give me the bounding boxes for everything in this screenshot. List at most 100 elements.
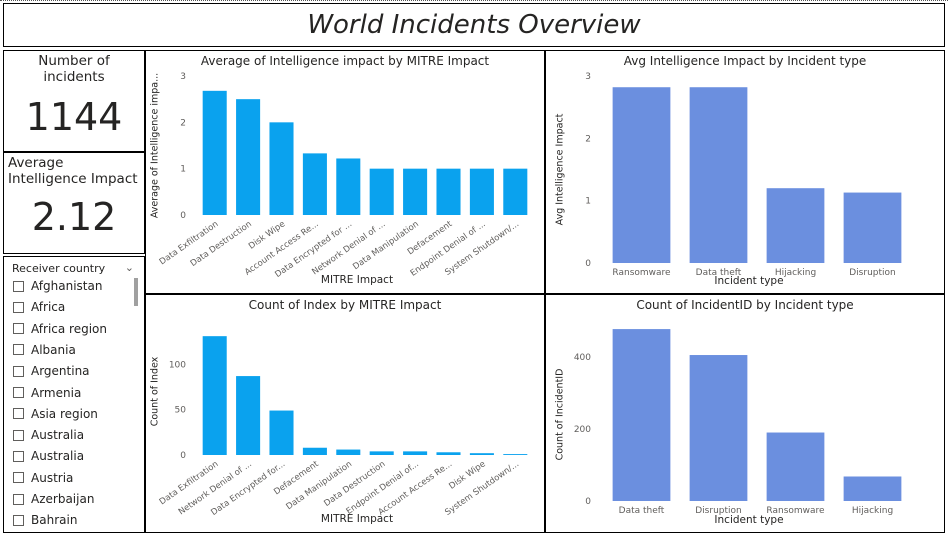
checkbox[interactable] bbox=[13, 301, 24, 313]
chart-avg-impact-by-type[interactable]: Avg Intelligence Impact by Incident type… bbox=[545, 50, 945, 294]
bar[interactable] bbox=[369, 451, 394, 455]
x-tick-label: Data Destruction bbox=[189, 219, 254, 269]
report-title-banner: World Incidents Overview bbox=[3, 3, 945, 47]
bar[interactable] bbox=[689, 355, 748, 501]
checkbox[interactable] bbox=[13, 387, 24, 398]
checkbox[interactable] bbox=[13, 344, 24, 356]
slicer-item-label: Argentina bbox=[31, 364, 90, 379]
checkbox[interactable] bbox=[13, 472, 24, 484]
bar[interactable] bbox=[612, 87, 671, 263]
x-tick-label: Disruption bbox=[849, 268, 895, 278]
bar[interactable] bbox=[403, 168, 428, 215]
bar[interactable] bbox=[269, 122, 294, 215]
y-axis-title: Avg Intelligence Impact bbox=[554, 113, 565, 225]
slicer-item[interactable]: Asia region bbox=[13, 407, 98, 421]
y-tick-label: 2 bbox=[180, 118, 186, 128]
avg-impact-card[interactable]: Average Intelligence Impact 2.12 bbox=[3, 152, 145, 254]
y-tick-label: 1 bbox=[585, 197, 591, 207]
bar[interactable] bbox=[336, 158, 361, 215]
incidents-card-label: Number of incidents bbox=[38, 53, 110, 85]
slicer-item[interactable]: Australia bbox=[13, 428, 84, 442]
x-tick-label: Hijacking bbox=[775, 268, 816, 278]
bar[interactable] bbox=[269, 410, 294, 455]
checkbox[interactable] bbox=[13, 493, 24, 505]
bar[interactable] bbox=[436, 168, 461, 215]
chart-title: Avg Intelligence Impact by Incident type bbox=[623, 54, 867, 68]
chart-count-index-by-mitre[interactable]: Count of Index by MITRE Impact 0 50 100 Dat… bbox=[145, 294, 545, 533]
slicer-item[interactable]: Azerbaijan bbox=[13, 492, 94, 506]
chart-count-incident-by-type[interactable]: Count of IncidentID by Incident type 0 20… bbox=[545, 294, 945, 533]
y-axis-title: Count of IncidentID bbox=[554, 369, 565, 461]
slicer-item-label: Africa bbox=[31, 300, 66, 315]
slicer-scrollbar[interactable] bbox=[134, 278, 138, 306]
checkbox[interactable] bbox=[13, 408, 24, 420]
bar[interactable] bbox=[843, 476, 902, 501]
bar[interactable] bbox=[403, 451, 428, 455]
slicer-item-label: Australia bbox=[31, 449, 85, 464]
chart-svg: 0 200 400 Data theft Disruption Ransomware Hij… bbox=[554, 329, 902, 526]
slicer-item-label: Afghanistan bbox=[31, 279, 103, 293]
checkbox[interactable] bbox=[13, 514, 24, 526]
checkbox[interactable] bbox=[13, 450, 24, 462]
checkbox[interactable] bbox=[13, 429, 24, 441]
x-axis-title: Incident type bbox=[714, 514, 783, 526]
slicer-item[interactable]: Armenia bbox=[13, 386, 81, 400]
bar[interactable] bbox=[302, 153, 327, 215]
slicer-item[interactable]: Bahrain bbox=[13, 513, 77, 527]
bar[interactable] bbox=[369, 168, 394, 215]
chevron-down-icon[interactable]: ⌄ bbox=[124, 261, 134, 274]
bar[interactable] bbox=[202, 90, 227, 215]
y-axis-title: Average of Intelligence impa... bbox=[149, 73, 160, 218]
slicer-item[interactable]: Australia bbox=[13, 449, 84, 463]
report-title: World Incidents Overview bbox=[307, 10, 641, 40]
y-axis-title: Count of Index bbox=[149, 356, 160, 426]
checkbox[interactable] bbox=[13, 280, 24, 292]
y-tick-label: 2 bbox=[585, 134, 591, 144]
y-tick-label: 50 bbox=[175, 406, 187, 416]
slicer-item[interactable]: Afghanistan bbox=[13, 279, 102, 293]
slicer-header: Receiver country bbox=[12, 262, 106, 275]
x-axis-title: Incident type bbox=[714, 275, 783, 287]
slicer-item-label: Australia bbox=[31, 428, 85, 443]
bar[interactable] bbox=[202, 336, 227, 455]
incidents-card[interactable]: Number of incidents 1144 bbox=[3, 50, 145, 152]
x-tick-label: Disruption bbox=[695, 506, 741, 516]
chart-title: Count of Index by MITRE Impact bbox=[248, 298, 442, 312]
y-tick-label: 200 bbox=[574, 425, 591, 435]
x-axis-title: MITRE Impact bbox=[321, 274, 393, 286]
bar[interactable] bbox=[503, 454, 528, 455]
bar[interactable] bbox=[469, 168, 494, 215]
slicer-item[interactable]: Africa bbox=[13, 300, 65, 314]
chart-avg-impact-by-mitre[interactable]: Average of Intelligence impact by MITRE … bbox=[145, 50, 545, 294]
x-axis-title: MITRE Impact bbox=[321, 513, 393, 525]
x-tick-label: Data theft bbox=[619, 506, 665, 516]
slicer-item[interactable]: Austria bbox=[13, 471, 73, 485]
bar[interactable] bbox=[336, 449, 361, 455]
bar[interactable] bbox=[469, 453, 494, 455]
bar[interactable] bbox=[766, 188, 825, 263]
x-tick-label: Ransomware bbox=[612, 268, 671, 278]
slicer-item[interactable]: Africa region bbox=[13, 322, 107, 336]
bar[interactable] bbox=[302, 447, 327, 455]
y-tick-label: 3 bbox=[585, 72, 591, 82]
bar[interactable] bbox=[843, 192, 902, 263]
bar[interactable] bbox=[236, 376, 261, 455]
bar[interactable] bbox=[503, 168, 528, 215]
bar[interactable] bbox=[766, 432, 825, 501]
bar[interactable] bbox=[612, 329, 671, 501]
bar[interactable] bbox=[436, 452, 461, 455]
slicer-item-label: Africa region bbox=[31, 321, 107, 336]
avg-impact-card-label: Average Intelligence Impact bbox=[8, 155, 138, 187]
slicer-item[interactable]: Albania bbox=[13, 343, 76, 357]
avg-impact-card-value: 2.12 bbox=[31, 195, 117, 239]
page-top-border bbox=[0, 0, 948, 1]
checkbox[interactable] bbox=[13, 365, 24, 377]
chart-title: Count of IncidentID by Incident type bbox=[636, 298, 854, 312]
bar[interactable] bbox=[236, 99, 261, 215]
bar[interactable] bbox=[689, 87, 748, 263]
checkbox[interactable] bbox=[13, 323, 24, 335]
incidents-card-value: 1144 bbox=[25, 95, 123, 139]
slicer-item[interactable]: Argentina bbox=[13, 364, 90, 378]
receiver-country-slicer[interactable]: Receiver country ⌄ Afghanistan Africa Afri… bbox=[3, 256, 145, 533]
